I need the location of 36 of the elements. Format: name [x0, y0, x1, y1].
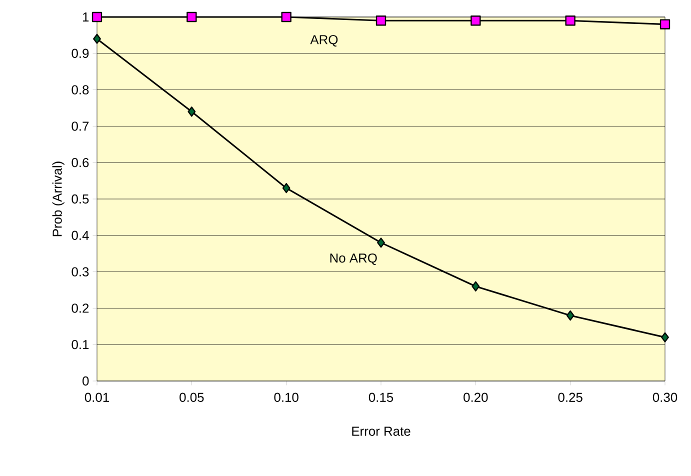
x-tick-label: 0.01 [84, 392, 109, 402]
x-tick-label: 0.30 [652, 392, 678, 402]
x-tick-label: 0.15 [368, 392, 394, 402]
point [566, 310, 574, 321]
point [186, 12, 197, 22]
point [661, 332, 669, 342]
point [470, 16, 481, 26]
y-tick-label: 0.7 [72, 122, 89, 131]
y-tick-label: 0.9 [72, 48, 89, 58]
y-tick-label: 1 [83, 12, 89, 22]
y-tick-label: 0.6 [72, 158, 89, 168]
point [282, 183, 290, 194]
series-label: No ARQ [330, 253, 377, 265]
x-tick-label: 0.20 [464, 392, 488, 402]
y-tick-label: 0.4 [72, 230, 89, 240]
point [188, 106, 196, 117]
x-tick-label: 0.25 [558, 392, 582, 402]
x-tick-label: 0.05 [180, 392, 204, 402]
series-label: ARQ [310, 35, 338, 47]
y-tick-label: 0 [82, 376, 89, 386]
point [660, 19, 670, 30]
x-tick-label: 0.10 [274, 392, 298, 402]
point [565, 16, 576, 26]
point [92, 12, 102, 22]
point [281, 12, 292, 22]
x-axis-title: Error Rate [352, 426, 410, 436]
y-tick-label: 0.2 [72, 304, 89, 313]
y-tick-label: 0.8 [72, 85, 89, 94]
y-tick-label: 0.3 [72, 267, 89, 276]
y-tick-label: 0.1 [72, 340, 89, 350]
y-tick-label: 0.5 [72, 194, 89, 204]
point [377, 238, 385, 248]
point [472, 281, 480, 292]
point [376, 16, 386, 26]
point [93, 34, 101, 44]
y-axis-title: Prob (Arrival) [52, 162, 64, 236]
